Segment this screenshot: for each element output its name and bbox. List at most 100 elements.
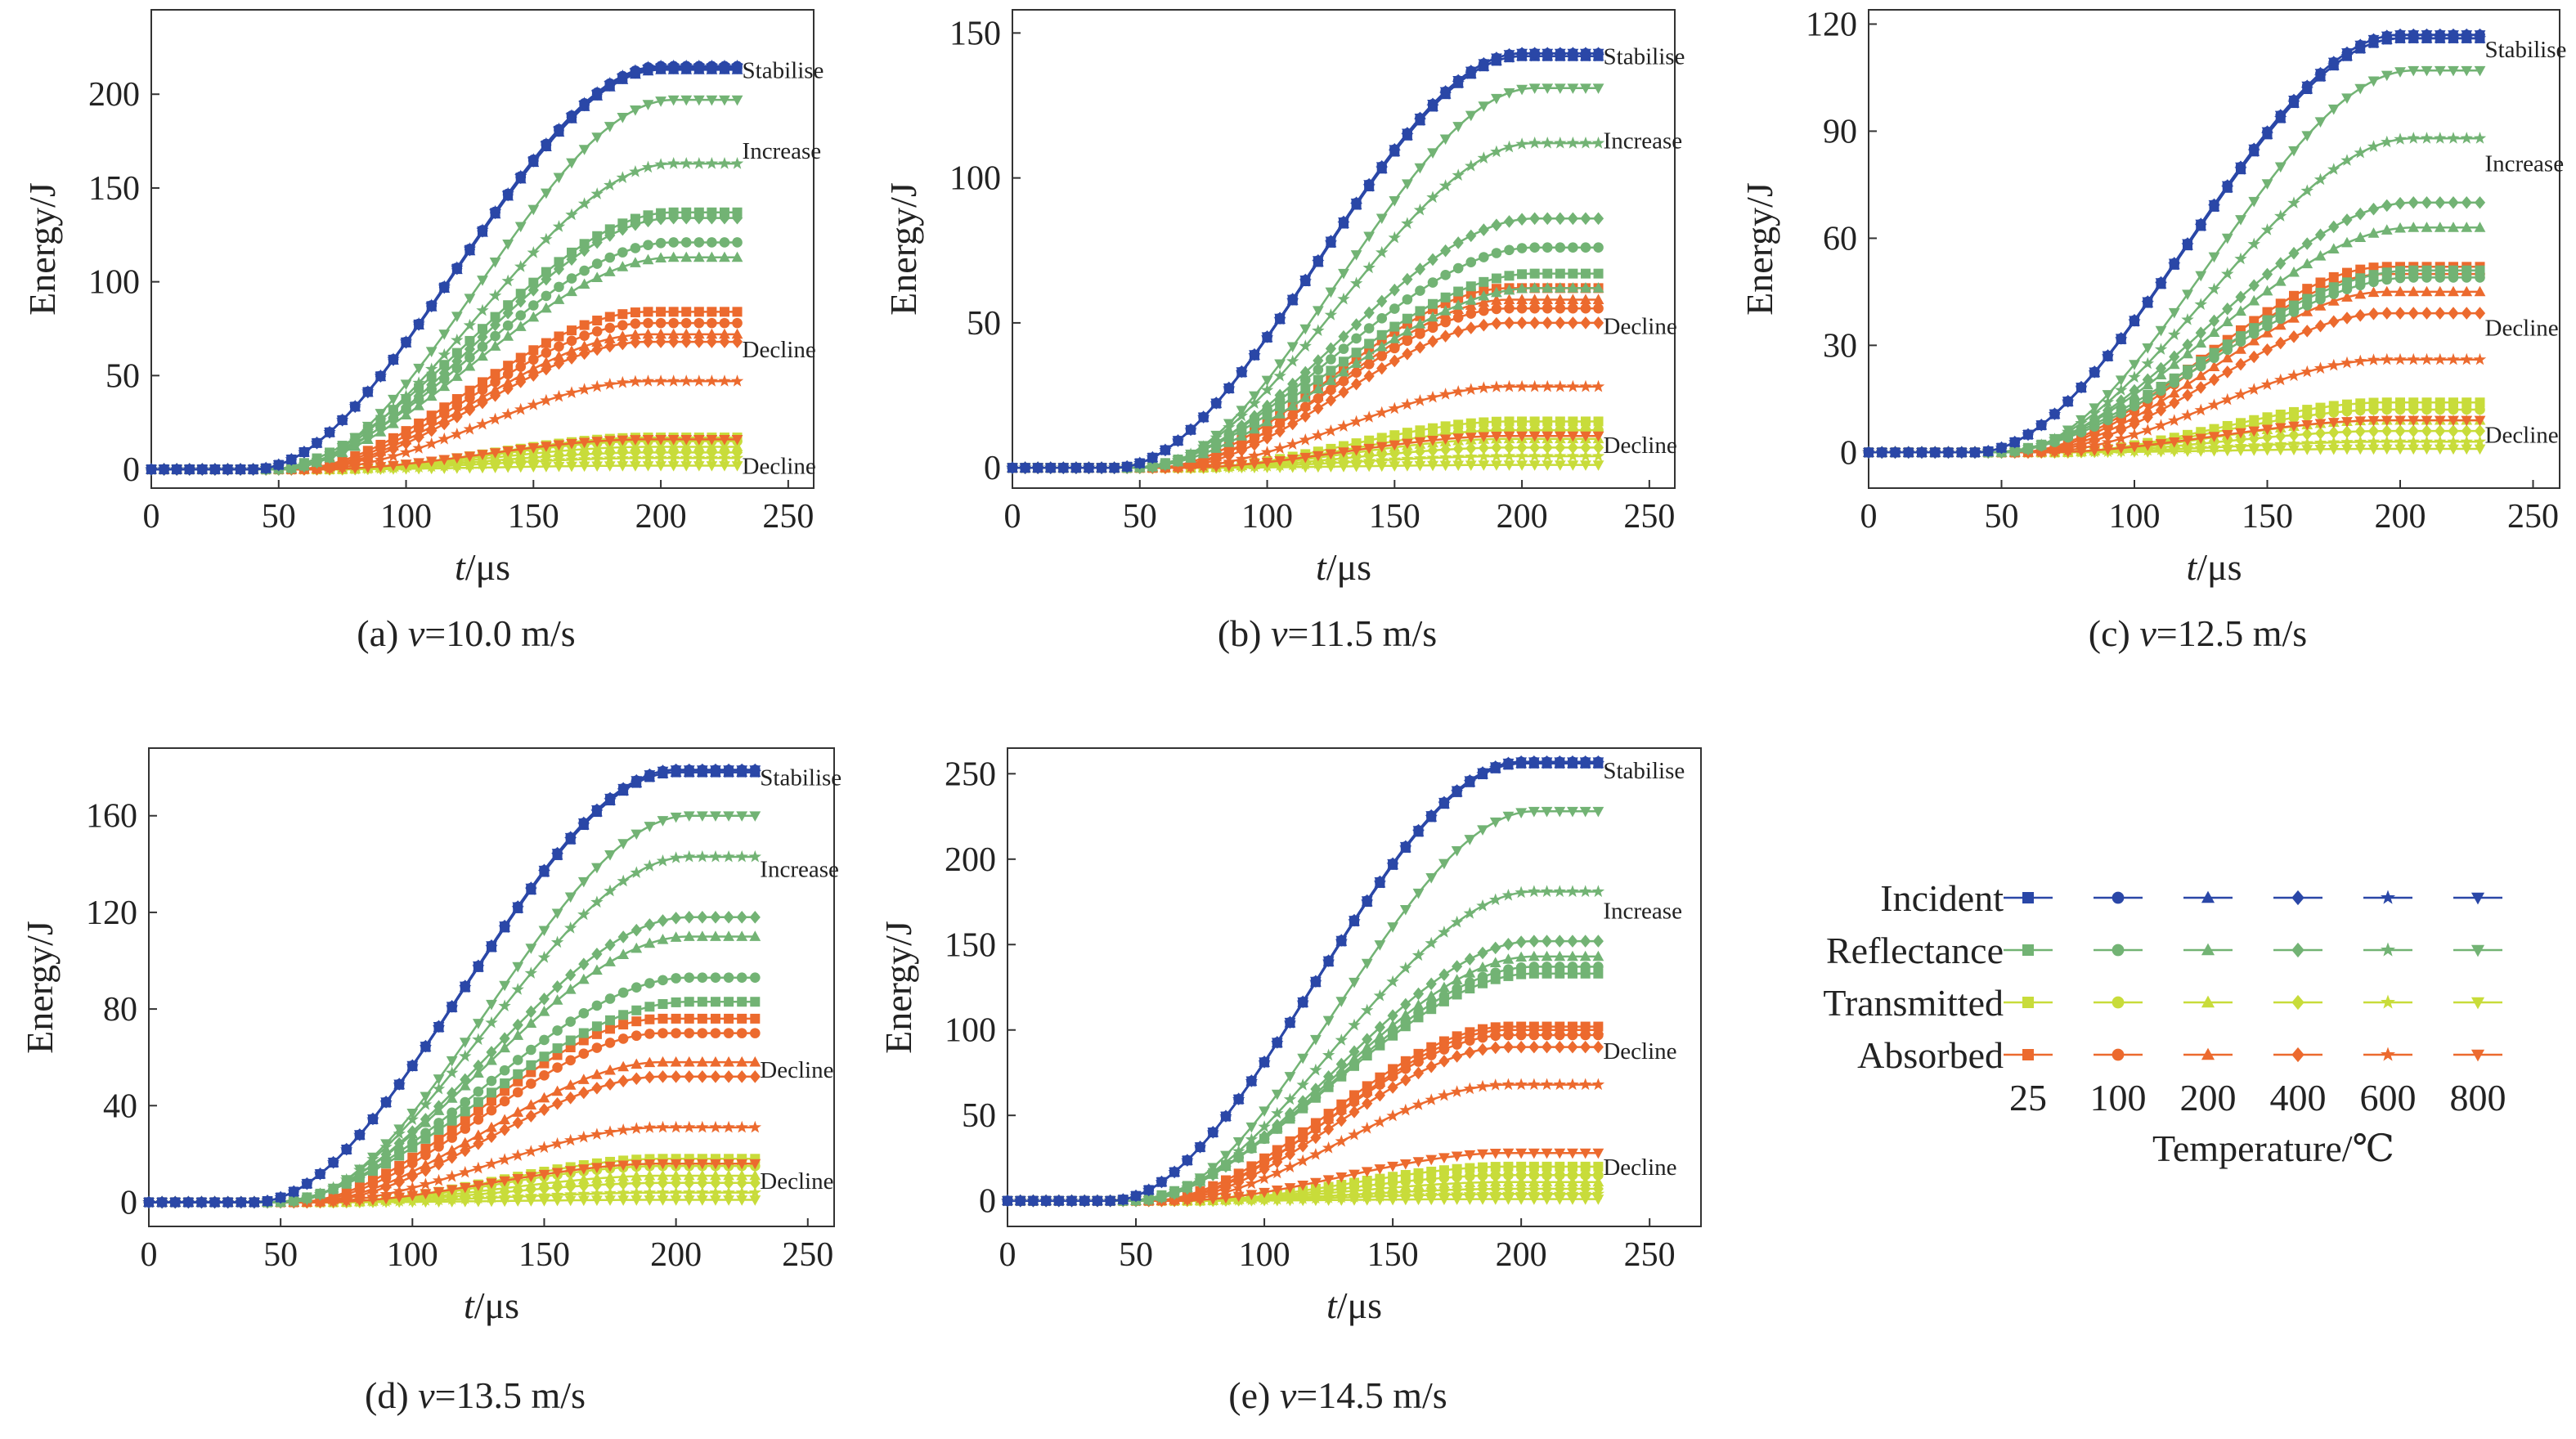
data-point (2448, 222, 2459, 232)
data-point (749, 1169, 761, 1181)
data-point (749, 811, 761, 822)
data-point (438, 366, 450, 380)
data-point (2474, 65, 2486, 77)
data-point (447, 1107, 457, 1118)
data-point (554, 341, 564, 352)
y-tick-label: 50 (105, 357, 140, 395)
data-point (604, 252, 616, 263)
data-point (2461, 307, 2472, 320)
data-point (1465, 460, 1477, 471)
caption-prefix: (d) (365, 1374, 418, 1416)
data-point (2049, 447, 2061, 459)
data-point (657, 975, 668, 986)
data-point (630, 243, 641, 253)
data-point (1542, 83, 1554, 94)
data-point (2182, 388, 2193, 402)
data-point (591, 948, 603, 961)
data-point (591, 343, 603, 356)
data-point (2274, 423, 2287, 434)
series-incident-800 (1007, 48, 1604, 474)
data-point (644, 1169, 656, 1181)
data-point (2275, 429, 2287, 443)
data-point (1554, 460, 1566, 471)
panel-caption: (a) v=10.0 m/s (357, 612, 575, 654)
data-point (2421, 397, 2432, 408)
data-point (1362, 261, 1376, 274)
data-point (1478, 59, 1490, 69)
data-point (2235, 357, 2246, 371)
data-point (1376, 340, 1388, 352)
data-point (1312, 383, 1324, 394)
data-point (499, 1196, 511, 1208)
data-point (1542, 242, 1553, 253)
data-point (591, 1042, 603, 1053)
data-point (1876, 447, 1888, 459)
data-point (604, 333, 616, 343)
data-point (540, 442, 552, 452)
data-point (2235, 162, 2246, 173)
data-point (525, 1099, 537, 1110)
data-point (1312, 390, 1324, 401)
data-point (460, 1123, 471, 1134)
data-point (719, 237, 730, 248)
data-point (1350, 461, 1362, 473)
data-point (1260, 446, 1274, 458)
data-point (1185, 449, 1196, 460)
data-point (1415, 425, 1425, 436)
data-point (2261, 285, 2273, 296)
data-point (1363, 306, 1375, 320)
data-point (591, 336, 604, 347)
data-point (604, 1177, 616, 1191)
data-point (2194, 403, 2207, 416)
data-point (433, 1158, 445, 1171)
data-point (617, 1123, 630, 1136)
data-point (2301, 419, 2313, 431)
data-point (512, 1116, 523, 1130)
data-point (590, 187, 604, 199)
data-point (1235, 452, 1249, 464)
data-point (1338, 385, 1349, 399)
data-point (2287, 437, 2300, 450)
data-point (1439, 134, 1452, 146)
data-point (748, 850, 761, 863)
y-tick-label: 150 (949, 15, 1001, 52)
data-point (476, 303, 489, 316)
data-point (1528, 449, 1542, 462)
data-point (1415, 306, 1425, 316)
data-point (551, 1096, 563, 1110)
data-point (591, 1069, 603, 1079)
data-point (604, 378, 617, 390)
data-point (340, 1197, 352, 1208)
data-point (1427, 277, 1438, 288)
data-point (490, 369, 500, 379)
data-point (2434, 444, 2446, 455)
data-point (2247, 383, 2260, 395)
data-point (2475, 404, 2485, 415)
data-point (749, 1195, 761, 1206)
data-point (464, 403, 476, 417)
data-point (617, 461, 629, 472)
data-point (1593, 268, 1604, 279)
data-point (2129, 360, 2140, 370)
data-point (464, 451, 476, 463)
data-point (1096, 463, 1107, 474)
data-point (2142, 410, 2153, 424)
data-point (1236, 444, 1247, 457)
data-point (604, 1171, 616, 1182)
data-point (706, 211, 717, 225)
data-point (1452, 122, 1465, 132)
data-point (710, 1070, 721, 1083)
data-point (631, 1177, 642, 1190)
data-point (630, 329, 641, 339)
data-point (697, 972, 708, 983)
data-point (2288, 428, 2300, 442)
data-point (1147, 453, 1159, 464)
data-point (311, 464, 323, 476)
data-point (1299, 433, 1312, 446)
data-point (412, 376, 425, 388)
data-point (1388, 231, 1401, 244)
data-point (1236, 419, 1247, 433)
data-point (1529, 242, 1540, 253)
data-point (499, 1096, 510, 1107)
data-point (551, 908, 563, 920)
